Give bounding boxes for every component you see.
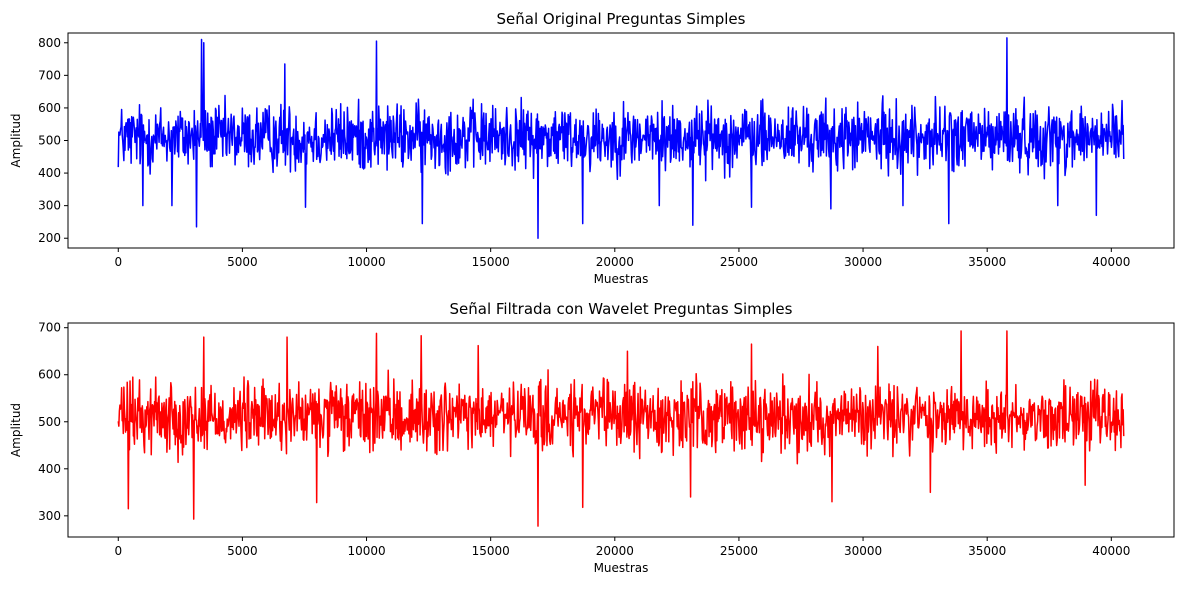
x-tick-label: 20000 <box>596 544 634 558</box>
y-tick-label: 500 <box>38 415 61 429</box>
series-line <box>117 330 1125 527</box>
y-axis-label: Amplitud <box>9 403 23 457</box>
series-line <box>117 37 1125 239</box>
y-tick-label: 400 <box>38 462 61 476</box>
x-tick-label: 35000 <box>968 544 1006 558</box>
x-tick-label: 15000 <box>472 255 510 269</box>
y-tick-label: 300 <box>38 509 61 523</box>
y-tick-label: 500 <box>38 134 61 148</box>
y-axis-label: Amplitud <box>9 113 23 167</box>
y-tick-label: 600 <box>38 101 61 115</box>
y-tick-label: 300 <box>38 199 61 213</box>
x-tick-label: 20000 <box>596 255 634 269</box>
x-tick-label: 10000 <box>347 255 385 269</box>
x-tick-label: 30000 <box>844 255 882 269</box>
x-tick-label: 40000 <box>1092 544 1130 558</box>
x-tick-label: 10000 <box>347 544 385 558</box>
y-tick-label: 800 <box>38 36 61 50</box>
x-tick-label: 25000 <box>720 255 758 269</box>
x-tick-label: 40000 <box>1092 255 1130 269</box>
y-tick-label: 700 <box>38 68 61 82</box>
x-tick-label: 30000 <box>844 544 882 558</box>
x-tick-label: 0 <box>114 544 122 558</box>
x-axis-label: Muestras <box>594 561 649 575</box>
chart-title: Señal Filtrada con Wavelet Preguntas Sim… <box>450 300 793 318</box>
chart-title: Señal Original Preguntas Simples <box>497 10 746 28</box>
y-tick-label: 200 <box>38 231 61 245</box>
plot-frame <box>67 322 1175 538</box>
chart-filtered-signal: 0 5000 10000 15000 20000 25000 30000 35000 40000… <box>9 300 1175 575</box>
x-tick-label: 15000 <box>472 544 510 558</box>
x-tick-label: 5000 <box>227 544 258 558</box>
y-tick-label: 600 <box>38 368 61 382</box>
x-tick-label: 35000 <box>968 255 1006 269</box>
x-tick-label: 0 <box>114 255 122 269</box>
chart-original-signal: 0 5000 10000 15000 20000 25000 30000 35000 40000… <box>9 10 1175 286</box>
x-tick-label: 5000 <box>227 255 258 269</box>
y-tick-label: 700 <box>38 321 61 335</box>
y-tick-label: 400 <box>38 166 61 180</box>
x-axis-label: Muestras <box>594 272 649 286</box>
x-tick-label: 25000 <box>720 544 758 558</box>
